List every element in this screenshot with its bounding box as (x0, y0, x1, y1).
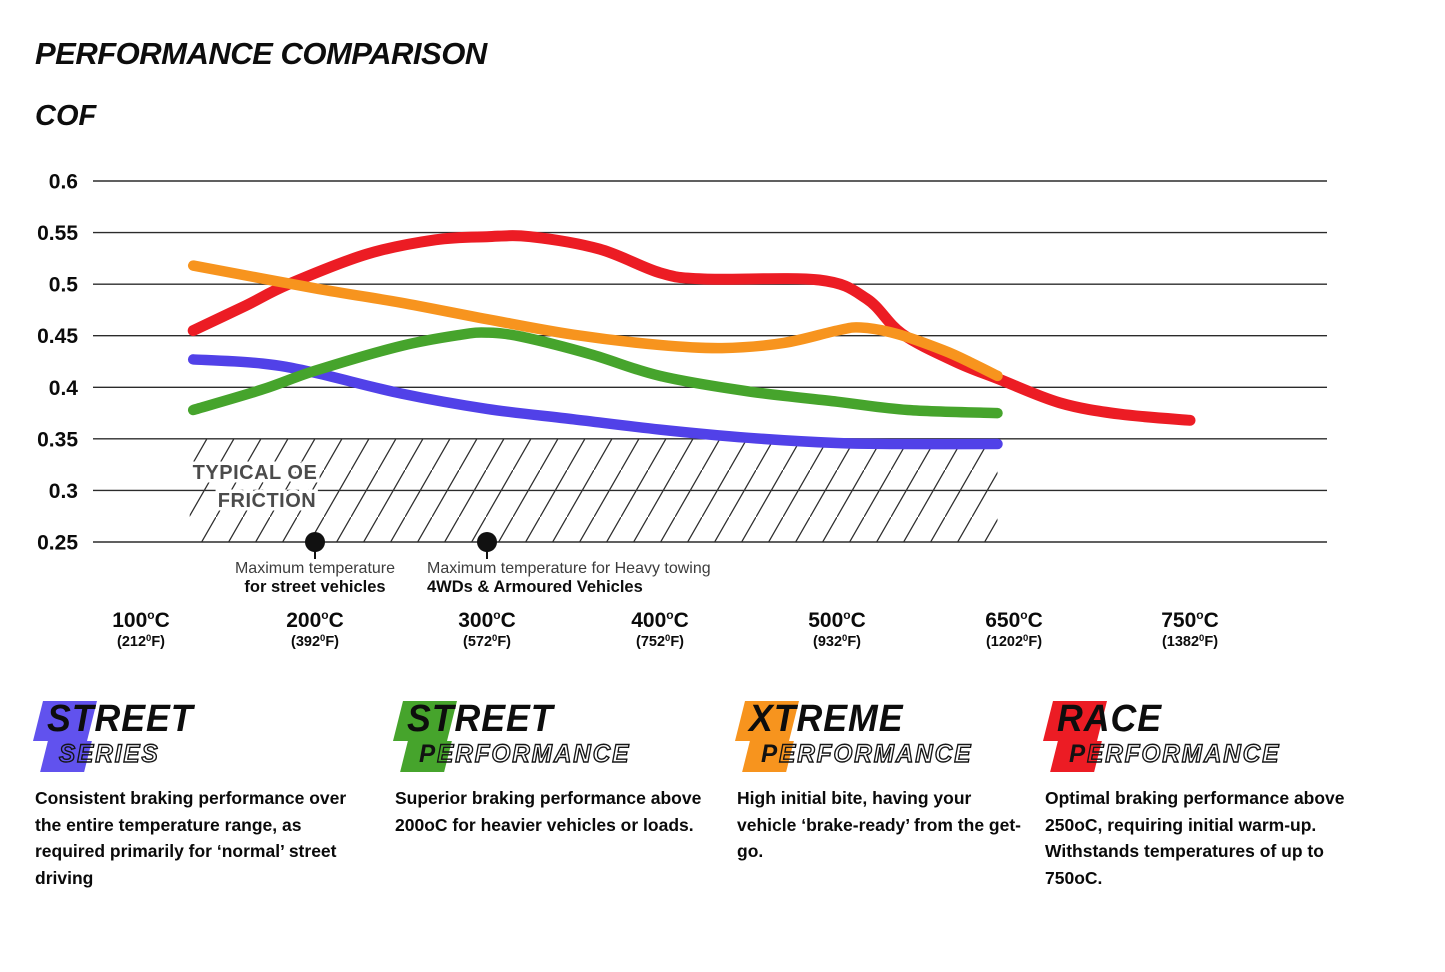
product-legend: STREET SERIES Consistent braking perform… (0, 698, 1445, 968)
product-card: RACE PERFORMANCE Optimal braking perform… (1043, 698, 1380, 891)
product-description: Optimal braking performance above 250oC,… (1045, 788, 1345, 888)
x-tick-sublabel: (9320F) (813, 633, 861, 650)
product-description: Superior braking performance above 200oC… (395, 788, 702, 835)
annotation-line2: for street vehicles (244, 578, 385, 596)
chart-title: PERFORMANCE COMPARISON (35, 36, 487, 71)
max-temp-marker (477, 532, 497, 552)
x-tick-label: 750oC (1161, 608, 1219, 632)
product-name-line2-rest: ERFORMANCE (778, 739, 973, 768)
product-name-line2-first-letter: P (761, 740, 780, 768)
product-card: XTREME PERFORMANCE High initial bite, ha… (735, 698, 1022, 865)
annotation-line1: Maximum temperature for Heavy towing (427, 560, 711, 577)
x-tick-label: 500oC (808, 608, 866, 632)
x-tick-label: 300oC (458, 608, 516, 632)
y-tick-label: 0.55 (37, 222, 78, 245)
product-description: High initial bite, having your vehicle ‘… (737, 788, 1021, 862)
x-tick-sublabel: (3920F) (291, 633, 339, 650)
product-name-line2-first-letter: P (1069, 740, 1088, 768)
product-card: STREET SERIES Consistent braking perform… (33, 698, 370, 891)
oe-friction-band (189, 438, 998, 542)
x-tick-sublabel: (7520F) (636, 633, 684, 650)
product-name-line1: RACE (1057, 698, 1162, 740)
x-tick-sublabel: (5720F) (463, 633, 511, 650)
product-name-line2-rest: ERFORMANCE (436, 739, 631, 768)
product-logo: RACE PERFORMANCE (1043, 698, 1380, 778)
product-logo: STREET SERIES (33, 698, 370, 778)
product-name-line2-rest: ERIES (76, 739, 160, 768)
product-name-line1: STREET (407, 698, 554, 740)
y-tick-label: 0.5 (49, 274, 79, 297)
y-tick-label: 0.4 (49, 377, 79, 400)
product-name-line2: PERFORMANCE (419, 739, 631, 769)
x-tick-label: 650oC (985, 608, 1043, 632)
annotation-line1: Maximum temperature (235, 560, 395, 577)
performance-chart: 0.6 0.55 0.5 0.45 0.4 0.35 0.3 0.25 TYPICAL OE FR… (37, 171, 1327, 650)
y-tick-label: 0.6 (49, 171, 78, 194)
x-tick-sublabel: (2120F) (117, 633, 165, 650)
product-name-line1: STREET (47, 698, 194, 740)
oe-friction-label: FRICTION (218, 490, 316, 512)
annotation-line2: 4WDs & Armoured Vehicles (427, 578, 643, 596)
max-temp-marker (305, 532, 325, 552)
product-name-line2-rest: ERFORMANCE (1086, 739, 1281, 768)
y-tick-label: 0.45 (37, 325, 78, 348)
x-tick-label: 100oC (112, 608, 170, 632)
series-line-race-performance (187, 230, 1196, 426)
x-tick-sublabel: (13820F) (1162, 633, 1218, 650)
product-logo: STREET PERFORMANCE (393, 698, 720, 778)
product-card: STREET PERFORMANCE Superior braking perf… (393, 698, 720, 838)
product-name-line2: PERFORMANCE (1069, 739, 1281, 769)
product-logo: XTREME PERFORMANCE (735, 698, 1022, 778)
product-name-line2-first-letter: S (58, 739, 78, 768)
product-name-line2: SERIES (58, 739, 160, 769)
product-description: Consistent braking performance over the … (35, 788, 347, 888)
series-line-street-performance (187, 327, 1003, 419)
x-tick-sublabel: (12020F) (986, 633, 1042, 650)
product-name-line2: PERFORMANCE (761, 739, 973, 769)
y-tick-label: 0.25 (37, 532, 78, 555)
product-name-line2-first-letter: P (419, 740, 438, 768)
series-line-xtreme-performance (187, 260, 1003, 382)
x-tick-label: 200oC (286, 608, 344, 632)
x-tick-label: 400oC (631, 608, 689, 632)
y-tick-label: 0.3 (49, 480, 78, 503)
y-axis-title: COF (35, 100, 97, 132)
y-tick-label: 0.35 (37, 428, 78, 451)
oe-friction-label: TYPICAL OE (193, 462, 318, 484)
product-name-line1: XTREME (749, 698, 904, 740)
